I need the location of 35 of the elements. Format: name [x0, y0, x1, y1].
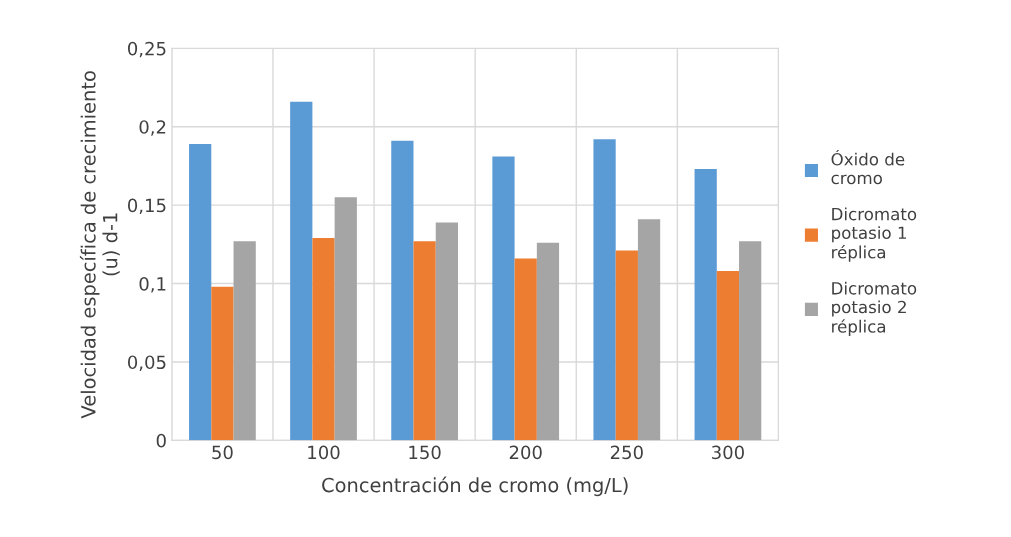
bar — [391, 140, 414, 441]
bar — [593, 139, 616, 441]
x-tick-label: 200 — [509, 445, 542, 460]
bar — [492, 156, 515, 441]
x-tick-label: 50 — [212, 445, 233, 460]
x-axis-title: Concentración de cromo (mg/L) — [322, 476, 628, 497]
bar — [694, 169, 717, 441]
y-tick-label: 0 — [156, 433, 166, 448]
legend-label: Dicromato potasio 1 réplica — [832, 207, 917, 262]
bar — [716, 270, 740, 441]
bar — [615, 250, 638, 441]
x-tick-label: 250 — [610, 445, 643, 460]
y-axis-title: Velocidad específica de crecimiento (u) d-1 — [79, 71, 120, 419]
y-tick-label: 0,1 — [139, 277, 166, 293]
y-tick-label: 0,25 — [128, 41, 166, 58]
bar — [739, 241, 762, 441]
bar — [211, 286, 234, 441]
y-tick-label: 0,15 — [128, 198, 166, 215]
bar — [189, 143, 212, 441]
legend-label: Óxido de cromo — [831, 149, 905, 185]
bar — [536, 242, 560, 441]
y-tick-label: 0,2 — [139, 120, 166, 136]
x-tick-label: 100 — [308, 445, 340, 460]
bar — [290, 101, 313, 441]
bar — [312, 238, 335, 441]
y-tick-label: 0,05 — [128, 355, 166, 371]
bar — [413, 241, 436, 441]
x-tick-label: 300 — [712, 445, 744, 460]
bar — [334, 197, 357, 441]
bar — [435, 222, 458, 441]
bar — [233, 241, 256, 441]
legend-label: Dicromato potasio 2 réplica — [832, 281, 917, 336]
bar — [637, 219, 661, 441]
x-tick-label: 150 — [409, 445, 441, 460]
bar — [514, 258, 537, 441]
